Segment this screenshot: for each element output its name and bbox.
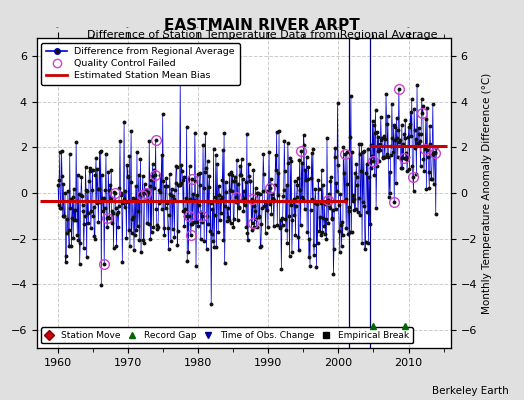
Text: Difference of Station Temperature Data from Regional Average: Difference of Station Temperature Data f…	[87, 30, 437, 40]
Legend: Station Move, Record Gap, Time of Obs. Change, Empirical Break: Station Move, Record Gap, Time of Obs. C…	[41, 327, 412, 344]
Y-axis label: Monthly Temperature Anomaly Difference (°C): Monthly Temperature Anomaly Difference (…	[483, 72, 493, 314]
Text: Berkeley Earth: Berkeley Earth	[432, 386, 508, 396]
Text: EASTMAIN RIVER ARPT: EASTMAIN RIVER ARPT	[164, 18, 360, 33]
